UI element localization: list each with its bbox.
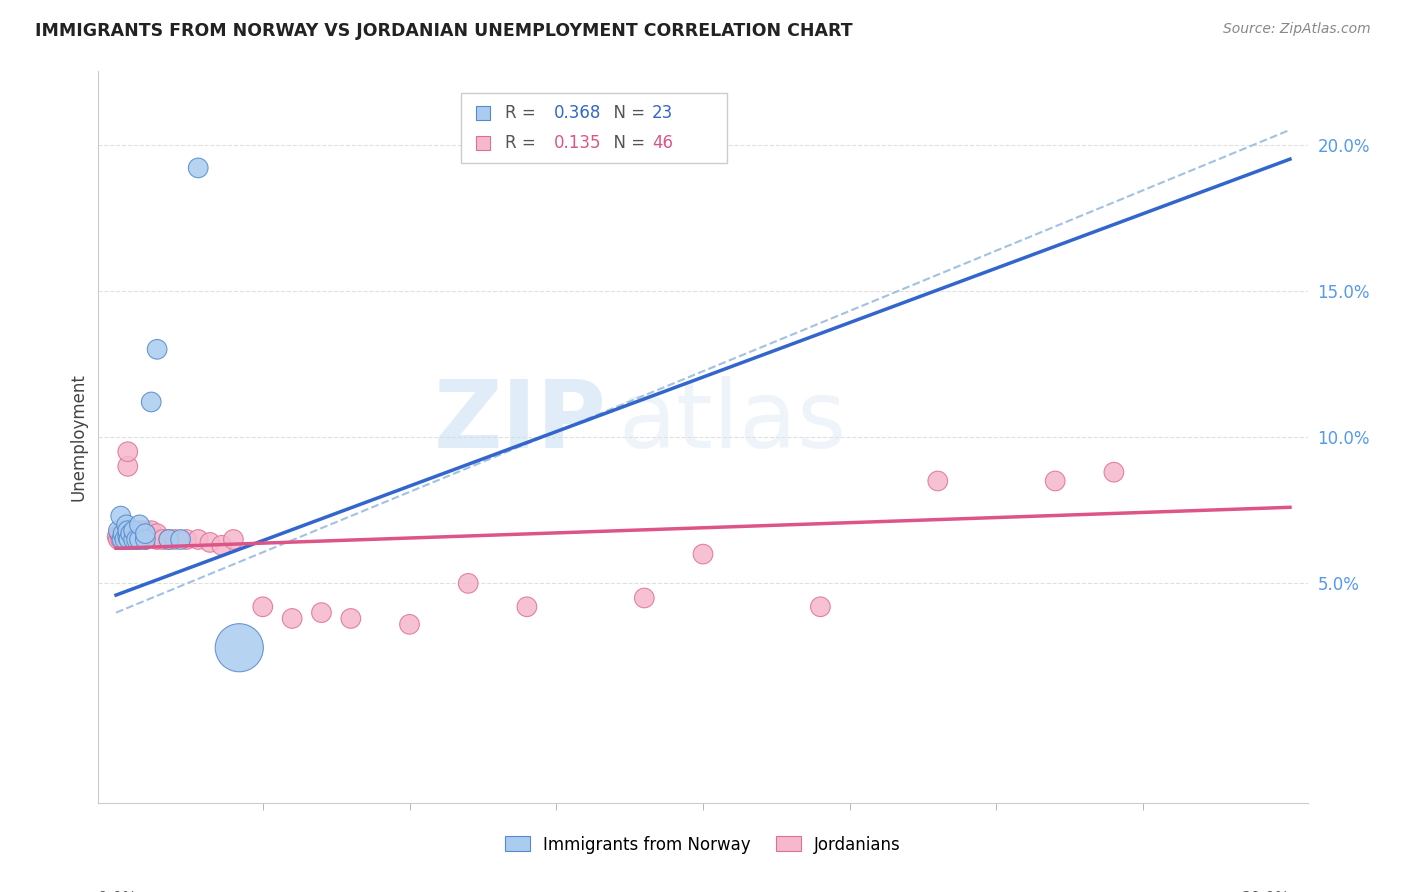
Point bbox=[125, 533, 148, 547]
Text: Source: ZipAtlas.com: Source: ZipAtlas.com bbox=[1223, 22, 1371, 37]
Point bbox=[633, 591, 655, 605]
Point bbox=[114, 533, 136, 547]
Text: R =: R = bbox=[505, 103, 546, 122]
Text: N =: N = bbox=[603, 135, 650, 153]
Text: R =: R = bbox=[505, 135, 546, 153]
Text: 46: 46 bbox=[652, 135, 673, 153]
Text: IMMIGRANTS FROM NORWAY VS JORDANIAN UNEMPLOYMENT CORRELATION CHART: IMMIGRANTS FROM NORWAY VS JORDANIAN UNEM… bbox=[35, 22, 853, 40]
Point bbox=[228, 640, 250, 655]
Point bbox=[141, 524, 163, 538]
Point bbox=[122, 524, 145, 538]
Point bbox=[122, 533, 145, 547]
Point bbox=[187, 161, 209, 175]
Text: ZIP: ZIP bbox=[433, 376, 606, 468]
Point bbox=[117, 530, 139, 544]
Point bbox=[340, 611, 363, 625]
Point bbox=[122, 533, 145, 547]
Point bbox=[134, 526, 156, 541]
Point bbox=[457, 576, 479, 591]
Point bbox=[311, 606, 333, 620]
Point bbox=[112, 526, 135, 541]
Point bbox=[134, 533, 156, 547]
Point bbox=[128, 524, 150, 538]
Point bbox=[152, 533, 174, 547]
Point bbox=[111, 530, 134, 544]
Point bbox=[117, 444, 139, 458]
FancyBboxPatch shape bbox=[461, 94, 727, 163]
Point bbox=[117, 459, 139, 474]
Point bbox=[105, 530, 128, 544]
Point bbox=[222, 533, 245, 547]
Text: atlas: atlas bbox=[619, 376, 846, 468]
Point bbox=[163, 533, 186, 547]
Point bbox=[128, 533, 150, 547]
Text: 0.135: 0.135 bbox=[554, 135, 602, 153]
Point bbox=[146, 526, 169, 541]
Point bbox=[117, 524, 139, 538]
Point bbox=[115, 517, 138, 532]
Point bbox=[141, 395, 163, 409]
Point bbox=[125, 526, 148, 541]
Point bbox=[108, 526, 131, 541]
Point bbox=[146, 343, 169, 357]
Point bbox=[120, 526, 142, 541]
Point bbox=[118, 533, 141, 547]
Point bbox=[107, 533, 129, 547]
Point bbox=[198, 535, 221, 549]
Point bbox=[398, 617, 420, 632]
Point bbox=[110, 509, 132, 524]
Point bbox=[118, 533, 141, 547]
Point bbox=[169, 533, 191, 547]
Point bbox=[134, 524, 156, 538]
Point bbox=[110, 533, 132, 547]
Point bbox=[187, 533, 209, 547]
Text: 0.368: 0.368 bbox=[554, 103, 602, 122]
Point bbox=[211, 538, 233, 552]
Point bbox=[114, 530, 136, 544]
Point bbox=[141, 530, 163, 544]
Point bbox=[107, 524, 129, 538]
Point bbox=[128, 533, 150, 547]
Point bbox=[176, 533, 198, 547]
Point bbox=[128, 517, 150, 532]
Point bbox=[120, 524, 142, 538]
Point bbox=[146, 533, 169, 547]
Legend: Immigrants from Norway, Jordanians: Immigrants from Norway, Jordanians bbox=[498, 829, 908, 860]
Point bbox=[808, 599, 831, 614]
Point bbox=[1102, 465, 1125, 479]
Text: 23: 23 bbox=[652, 103, 673, 122]
Point bbox=[281, 611, 304, 625]
Point bbox=[927, 474, 949, 488]
Point bbox=[157, 533, 180, 547]
Text: 0.0%: 0.0% bbox=[98, 890, 138, 892]
Y-axis label: Unemployment: Unemployment bbox=[69, 373, 87, 501]
Point bbox=[122, 533, 145, 547]
Point bbox=[516, 599, 538, 614]
Text: N =: N = bbox=[603, 103, 650, 122]
Point bbox=[1043, 474, 1066, 488]
Point bbox=[111, 533, 134, 547]
Point bbox=[134, 533, 156, 547]
Point bbox=[157, 533, 180, 547]
Point bbox=[252, 599, 274, 614]
Point bbox=[122, 524, 145, 538]
Point bbox=[111, 524, 134, 538]
Point bbox=[115, 533, 138, 547]
Point bbox=[692, 547, 714, 561]
Text: 20.0%: 20.0% bbox=[1241, 890, 1289, 892]
Point bbox=[112, 533, 135, 547]
